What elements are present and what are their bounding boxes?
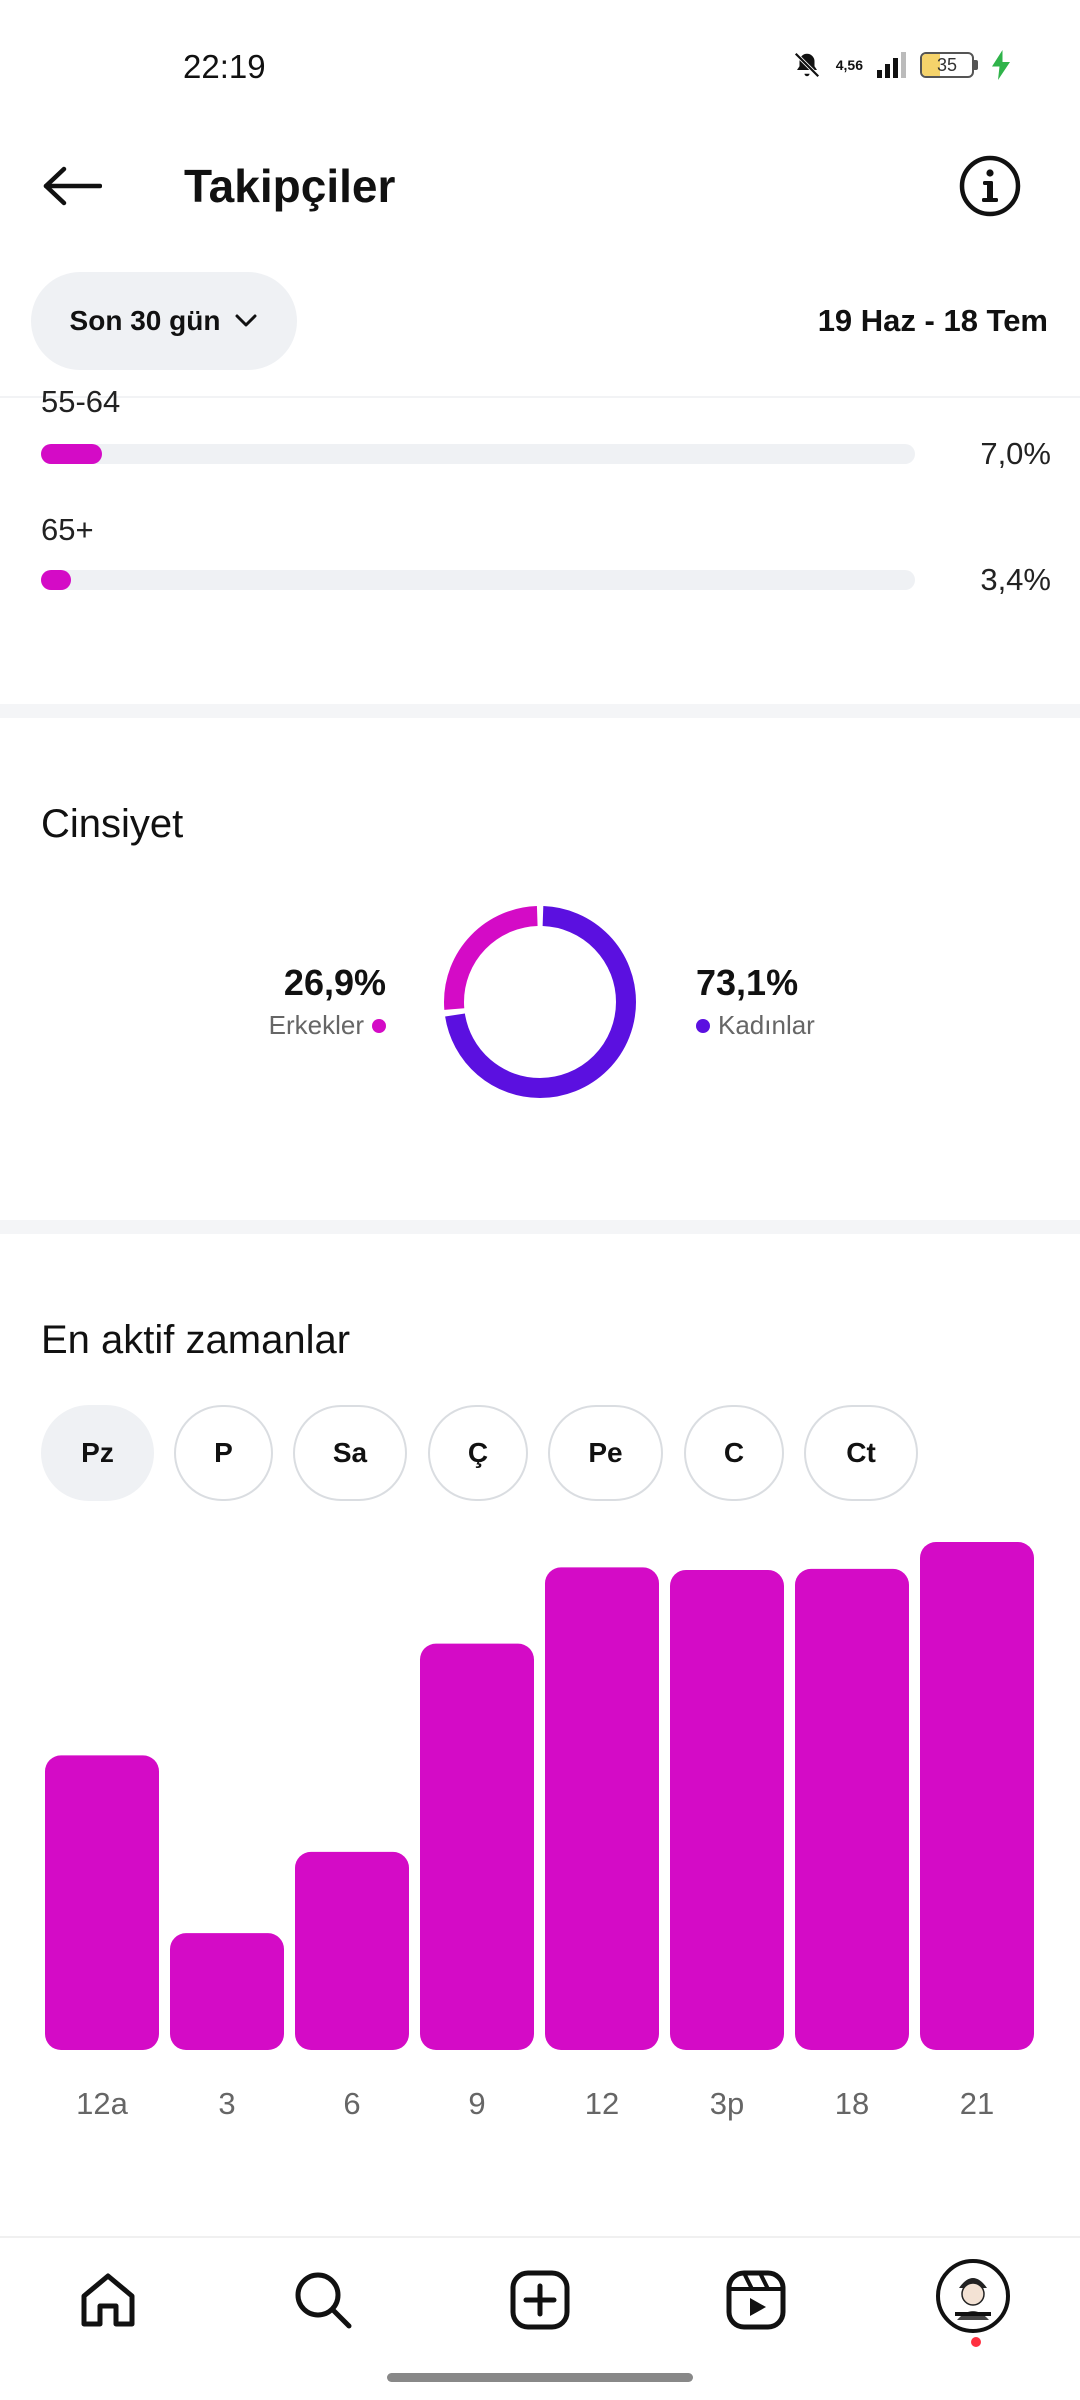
nav-create[interactable] (500, 2260, 580, 2340)
men-label: Erkekler (268, 1010, 364, 1040)
nav-profile[interactable] (933, 2256, 1013, 2336)
day-label: C (723, 1437, 745, 1468)
age-fill (41, 444, 103, 464)
bar-3p (670, 1569, 784, 2050)
x-tick-label: 9 (468, 2086, 485, 2121)
bar-6 (295, 1851, 409, 2050)
divider (0, 396, 1080, 398)
bar-12 (545, 1567, 659, 2050)
day-label: Pz (81, 1437, 114, 1468)
age-row-55-64: 55-64 7,0% (41, 384, 1051, 476)
home-indicator[interactable] (387, 2373, 693, 2382)
chevron-down-icon (235, 314, 257, 327)
status-icons: 4,56 35 (792, 50, 1010, 80)
x-tick-label: 3p (710, 2086, 744, 2121)
age-track (41, 444, 915, 464)
bell-muted-icon (794, 52, 820, 78)
info-icon (959, 155, 1021, 217)
profile-notification-dot (971, 2337, 981, 2347)
age-percentage: 7,0% (980, 436, 1051, 471)
age-label: 55-64 (41, 384, 121, 419)
men-legend: Erkekler (269, 1010, 386, 1041)
men-legend-dot (372, 1018, 386, 1033)
x-tick-label: 3 (218, 2086, 235, 2121)
nav-reels[interactable] (716, 2260, 796, 2340)
bar-21 (920, 1542, 1034, 2050)
section-separator (0, 1220, 1080, 1234)
gender-section-title: Cinsiyet (41, 802, 184, 846)
age-row-65-plus: 65+ 3,4% (41, 512, 1051, 602)
bar-9 (420, 1643, 534, 2050)
day-label: Ç (467, 1437, 489, 1468)
age-fill (41, 570, 71, 590)
x-tick-label: 12a (76, 2086, 128, 2121)
donut-segment-women (444, 906, 636, 1098)
bottom-navigation (0, 2236, 1080, 2400)
donut-segment-men (444, 906, 636, 1098)
battery-icon: 35 (920, 52, 978, 78)
bar-3 (170, 1933, 284, 2050)
reels-icon (726, 2270, 786, 2330)
battery-level: 35 (936, 54, 958, 75)
network-speed: 4,56 (835, 57, 863, 73)
date-range-dropdown-label: Son 30 gün (69, 305, 221, 336)
men-percentage: 26,9% (283, 962, 386, 1003)
day-label: Pe (588, 1437, 623, 1468)
status-bar: 22:19 4,56 35 (0, 0, 1080, 140)
status-time: 22:19 (183, 48, 266, 85)
day-pill-thursday[interactable]: Pe (548, 1405, 663, 1501)
nav-home[interactable] (68, 2260, 148, 2340)
signal-icon (877, 52, 906, 78)
age-track (41, 570, 915, 590)
women-legend: Kadınlar (696, 1010, 815, 1041)
create-icon (510, 2270, 570, 2330)
x-tick-label: 18 (835, 2086, 869, 2121)
women-legend-dot (696, 1018, 710, 1033)
section-separator (0, 704, 1080, 718)
day-pill-saturday[interactable]: Ct (804, 1405, 918, 1501)
age-percentage: 3,4% (980, 562, 1051, 597)
active-times-bar-chart: 12a 3 6 9 12 3p 18 21 (45, 1542, 1034, 2121)
page-title: Takipçiler (184, 160, 396, 212)
women-percentage: 73,1% (696, 962, 799, 1003)
day-pill-wednesday[interactable]: Ç (428, 1405, 528, 1501)
x-tick-label: 21 (960, 2086, 994, 2121)
profile-avatar (936, 2259, 1010, 2333)
gender-donut-chart (444, 906, 636, 1098)
day-label: Ct (846, 1437, 876, 1468)
date-range-text: 19 Haz - 18 Tem (817, 303, 1048, 338)
women-label: Kadınlar (718, 1010, 815, 1040)
day-pill-tuesday[interactable]: Sa (293, 1405, 407, 1501)
day-pill-monday[interactable]: P (174, 1405, 273, 1501)
bar-12a (45, 1755, 159, 2050)
bar-18 (795, 1568, 909, 2050)
search-icon (295, 2272, 352, 2329)
nav-search[interactable] (283, 2260, 363, 2340)
back-button[interactable] (36, 150, 108, 222)
date-range-dropdown[interactable]: Son 30 gün (31, 272, 297, 370)
header: Takipçiler (0, 130, 1080, 250)
x-tick-label: 12 (585, 2086, 619, 2121)
avatar-illustration-icon (943, 2266, 1003, 2326)
day-label: Sa (332, 1437, 368, 1468)
arrow-left-icon (43, 166, 102, 206)
day-label: P (214, 1437, 233, 1468)
day-pill-sunday[interactable]: Pz (41, 1405, 154, 1501)
filter-row: Son 30 gün 19 Haz - 18 Tem (0, 272, 1080, 370)
day-pill-friday[interactable]: C (684, 1405, 784, 1501)
x-tick-label: 6 (343, 2086, 360, 2121)
info-button[interactable] (950, 146, 1030, 226)
home-icon (81, 2273, 135, 2327)
battery-fill (922, 54, 940, 76)
active-times-section-title: En aktif zamanlar (41, 1318, 351, 1362)
age-label: 65+ (41, 512, 94, 547)
charging-icon (992, 50, 1010, 80)
